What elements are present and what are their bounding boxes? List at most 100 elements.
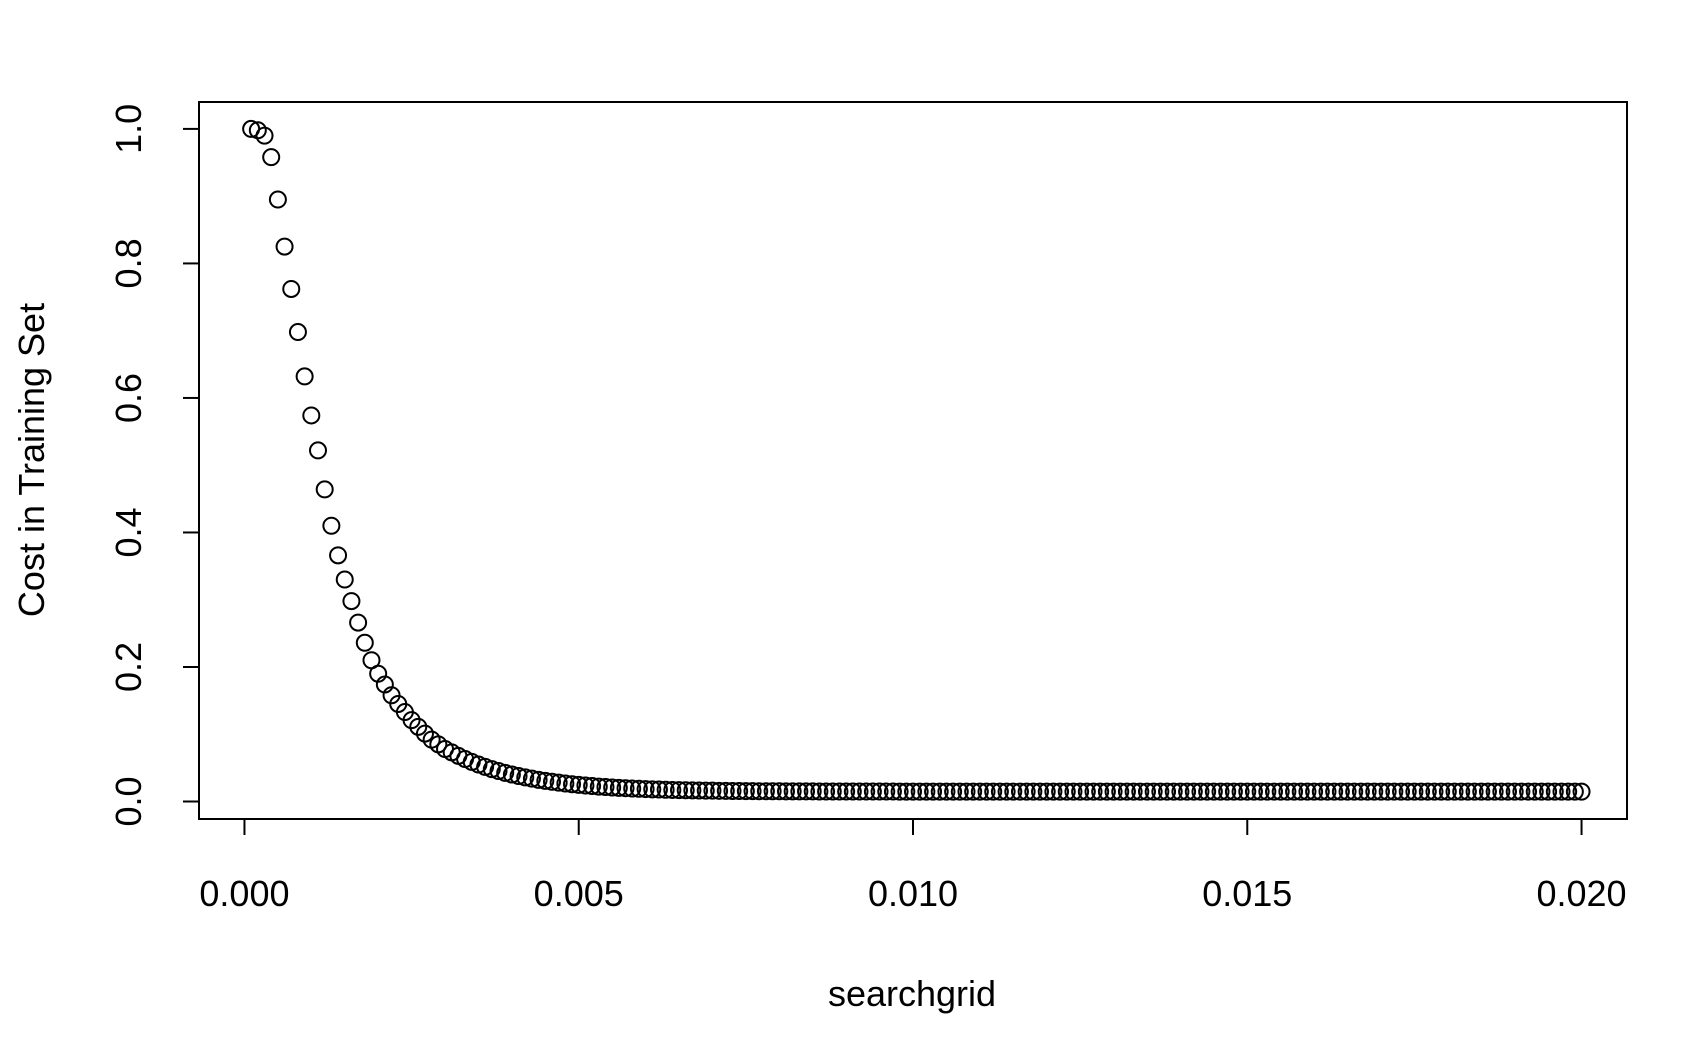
data-point xyxy=(629,779,648,798)
data-point xyxy=(309,441,327,460)
data-point xyxy=(1452,782,1471,801)
data-point xyxy=(1111,782,1130,801)
data-point xyxy=(710,781,729,800)
data-point xyxy=(563,775,582,794)
data-point xyxy=(355,633,374,652)
data-point xyxy=(776,782,795,801)
data-point xyxy=(1565,782,1584,801)
data-point xyxy=(1097,782,1116,801)
data-point xyxy=(643,780,662,799)
data-point xyxy=(1117,782,1136,801)
data-point xyxy=(315,480,334,499)
data-point xyxy=(636,780,655,799)
data-point xyxy=(1425,782,1444,801)
data-point xyxy=(1084,782,1103,801)
data-point xyxy=(1398,782,1417,801)
y-tick-label: 0.2 xyxy=(108,642,149,692)
data-point xyxy=(937,782,956,801)
x-axis-title: searchgrid xyxy=(828,973,996,1014)
data-point xyxy=(696,781,715,800)
data-point xyxy=(1244,782,1263,801)
data-point xyxy=(1017,782,1036,801)
data-point xyxy=(1044,782,1063,801)
data-point xyxy=(542,772,561,791)
data-point xyxy=(944,782,963,801)
data-point xyxy=(583,777,602,796)
data-point xyxy=(1137,782,1156,801)
data-point xyxy=(1458,782,1477,801)
data-point xyxy=(1485,782,1504,801)
data-point xyxy=(1358,782,1377,801)
data-point xyxy=(917,782,936,801)
data-point xyxy=(482,760,501,779)
data-point xyxy=(1418,782,1437,801)
data-point xyxy=(830,782,849,801)
data-point xyxy=(1472,782,1491,801)
data-point xyxy=(1385,782,1404,801)
data-point xyxy=(877,782,896,801)
data-point xyxy=(1465,782,1484,801)
data-point xyxy=(1131,782,1150,801)
data-point xyxy=(603,778,622,797)
data-point xyxy=(302,406,321,425)
data-point xyxy=(295,367,314,386)
data-point xyxy=(823,782,842,801)
data-point xyxy=(790,782,809,801)
y-tick-label: 0.0 xyxy=(108,776,149,826)
data-point xyxy=(1311,782,1330,801)
data-point xyxy=(656,780,675,799)
data-point xyxy=(676,781,695,800)
data-point xyxy=(736,782,755,801)
data-point xyxy=(1124,782,1143,801)
data-point xyxy=(275,237,294,256)
data-point xyxy=(1265,782,1284,801)
data-point xyxy=(950,782,969,801)
data-point xyxy=(1104,782,1123,801)
y-axis: 0.0 0.2 0.4 0.6 0.8 1.0 xyxy=(108,104,200,827)
y-axis-title: Cost in Training Set xyxy=(11,303,52,617)
x-tick-label: 0.000 xyxy=(199,873,289,914)
x-tick-label: 0.005 xyxy=(534,873,624,914)
data-point xyxy=(716,781,735,800)
data-point xyxy=(1345,782,1364,801)
data-point xyxy=(1258,782,1277,801)
data-point xyxy=(964,782,983,801)
data-point xyxy=(1037,782,1056,801)
data-point xyxy=(1031,782,1050,801)
data-point xyxy=(770,782,789,801)
data-point xyxy=(883,782,902,801)
data-point xyxy=(1351,782,1370,801)
data-point xyxy=(1559,782,1578,801)
data-point xyxy=(616,779,635,798)
data-point xyxy=(1371,782,1390,801)
data-point xyxy=(1318,782,1337,801)
data-point xyxy=(1525,782,1544,801)
data-point xyxy=(1572,782,1591,801)
data-point xyxy=(817,782,836,801)
data-point xyxy=(1171,782,1190,801)
data-point xyxy=(1198,782,1217,801)
data-point xyxy=(1285,782,1304,801)
data-point xyxy=(288,323,307,342)
data-point xyxy=(843,782,862,801)
data-point xyxy=(1144,782,1163,801)
data-point xyxy=(1004,782,1023,801)
data-point xyxy=(335,570,354,589)
data-point xyxy=(1505,782,1524,801)
data-point xyxy=(930,782,949,801)
data-point xyxy=(342,592,361,611)
data-point xyxy=(282,279,301,298)
data-point xyxy=(1539,782,1558,801)
data-point xyxy=(255,126,274,145)
data-point xyxy=(857,782,876,801)
data-point xyxy=(1151,782,1170,801)
data-point xyxy=(1164,782,1183,801)
data-point xyxy=(783,782,802,801)
data-points xyxy=(242,119,1591,801)
data-point xyxy=(1492,782,1511,801)
data-point xyxy=(496,763,515,782)
data-point xyxy=(1024,782,1043,801)
data-point xyxy=(683,781,702,800)
data-point xyxy=(1392,782,1411,801)
